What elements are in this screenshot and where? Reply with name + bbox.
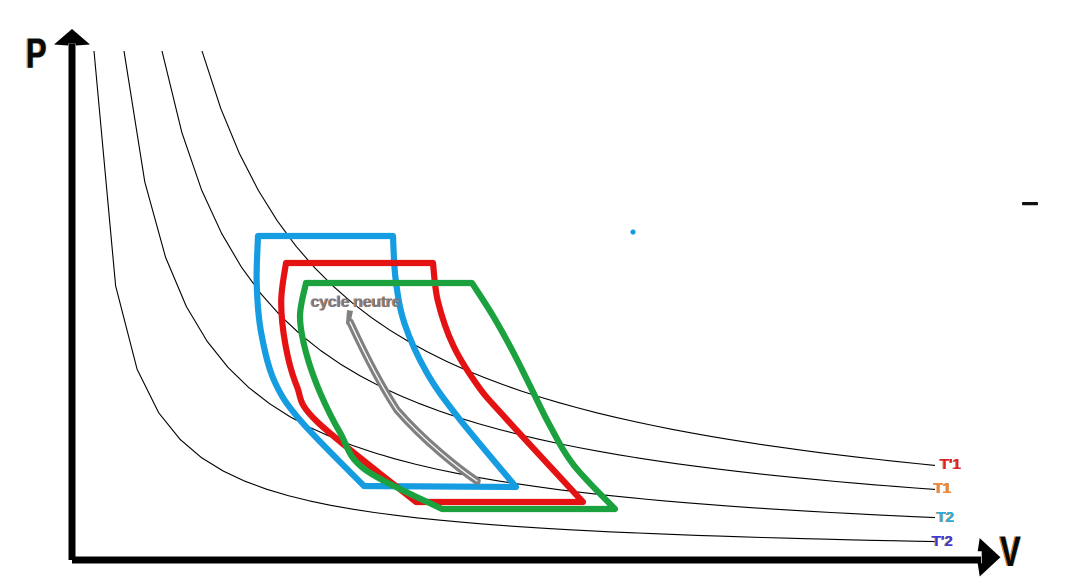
svg-text:T2: T2 <box>937 509 955 526</box>
svg-text:T'1: T'1 <box>940 456 961 473</box>
svg-text:V: V <box>1000 527 1021 575</box>
svg-text:T'2: T'2 <box>932 533 953 550</box>
svg-text:cycle neutre: cycle neutre <box>311 294 401 311</box>
svg-text:T1: T1 <box>934 480 952 497</box>
svg-text:P: P <box>26 29 47 77</box>
